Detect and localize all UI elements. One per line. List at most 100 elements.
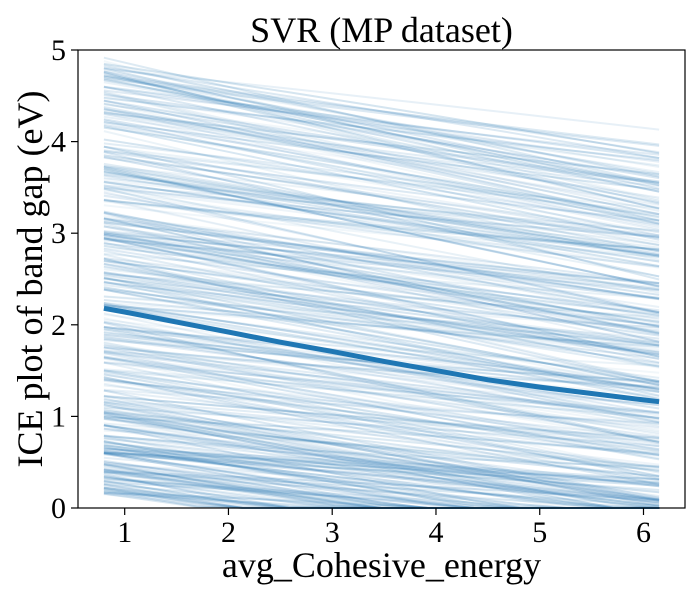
ice-line (103, 142, 660, 216)
ice-line (103, 121, 660, 191)
ice-line (103, 409, 660, 502)
ice-line (103, 374, 660, 428)
ice-line (103, 468, 660, 509)
ice-line (103, 305, 660, 400)
ice-line (103, 361, 660, 414)
ice-line (103, 168, 660, 288)
ice-line (103, 164, 660, 257)
ice-line (103, 259, 660, 337)
ice-line (103, 174, 660, 263)
ice-line (103, 273, 660, 369)
x-tick-label: 1 (117, 516, 132, 549)
ice-line (103, 67, 660, 193)
ice-line (103, 370, 660, 478)
ice-line (103, 377, 660, 453)
ice-line (103, 341, 660, 432)
average-ice-line (103, 305, 660, 405)
ice-line (103, 86, 660, 163)
ice-line (103, 112, 660, 230)
ice-line (103, 412, 660, 509)
ice-line (103, 78, 660, 190)
ice-line (103, 199, 660, 251)
ice-line (103, 453, 660, 484)
ice-line (103, 138, 660, 226)
ice-line (103, 410, 660, 505)
y-tick-label: 1 (51, 400, 66, 433)
ice-line (103, 259, 660, 384)
ice-line (103, 271, 660, 354)
ice-line (103, 404, 660, 501)
ice-line (103, 328, 660, 390)
ice-line (103, 108, 660, 216)
ice-line (103, 110, 660, 206)
ice-line (103, 103, 660, 184)
ice-line (103, 417, 660, 498)
ice-line (103, 470, 660, 502)
ice-line (103, 225, 660, 343)
ice-line (103, 77, 660, 147)
ice-line (103, 411, 660, 488)
ice-line (103, 121, 660, 232)
ice-line (103, 321, 660, 444)
ice-line (103, 427, 660, 488)
ice-line (103, 63, 660, 178)
ice-line (103, 145, 660, 281)
ice-line (103, 400, 660, 457)
ice-line (103, 295, 660, 345)
ice-line (103, 351, 660, 419)
ice-line (103, 286, 660, 386)
ice-line (103, 318, 660, 382)
ice-line (103, 67, 660, 131)
ice-line (103, 199, 660, 251)
ice-line (103, 66, 660, 159)
ice-line (103, 424, 660, 468)
ice-line (103, 180, 660, 257)
ice-line (103, 184, 660, 294)
ice-line (103, 284, 660, 356)
ice-line (103, 378, 660, 485)
ice-line (103, 217, 660, 334)
ice-line (103, 328, 660, 443)
ice-line (103, 331, 660, 410)
ice-line (103, 373, 660, 480)
ice-line (103, 150, 660, 222)
ice-line (103, 276, 660, 387)
ice-line (103, 395, 660, 472)
ice-line (103, 172, 660, 249)
ice-line (103, 234, 660, 308)
y-axis-label: ICE plot of band gap (eV) (10, 91, 50, 468)
ice-line (103, 162, 660, 252)
ice-line (103, 321, 660, 414)
ice-line (103, 451, 660, 485)
ice-line (103, 395, 660, 439)
ice-line (103, 233, 660, 325)
ice-line (103, 107, 660, 228)
ice-line (103, 302, 660, 393)
ice-line (103, 449, 660, 509)
average-line-group (103, 305, 660, 405)
ice-line (103, 106, 660, 225)
ice-line (103, 102, 660, 184)
ice-line (103, 119, 660, 237)
ice-line (103, 170, 660, 257)
ice-line (103, 276, 660, 400)
ice-line (103, 266, 660, 368)
ice-line (103, 288, 660, 383)
ice-line (103, 249, 660, 358)
ice-line (103, 352, 660, 406)
x-tick-label: 5 (532, 516, 547, 549)
ice-line (103, 233, 660, 318)
y-tick-label: 4 (51, 126, 66, 159)
x-axis-label: avg_Cohesive_energy (222, 545, 541, 585)
ice-line (103, 257, 660, 335)
ice-lines-group (103, 56, 660, 509)
ice-line (103, 451, 660, 491)
ice-line (103, 276, 660, 391)
ice-line (103, 167, 660, 246)
ice-line (103, 451, 660, 509)
ice-line (103, 414, 660, 478)
ice-line (103, 416, 660, 455)
ice-line (103, 194, 660, 268)
ice-line (103, 225, 660, 301)
ice-line (103, 217, 660, 334)
